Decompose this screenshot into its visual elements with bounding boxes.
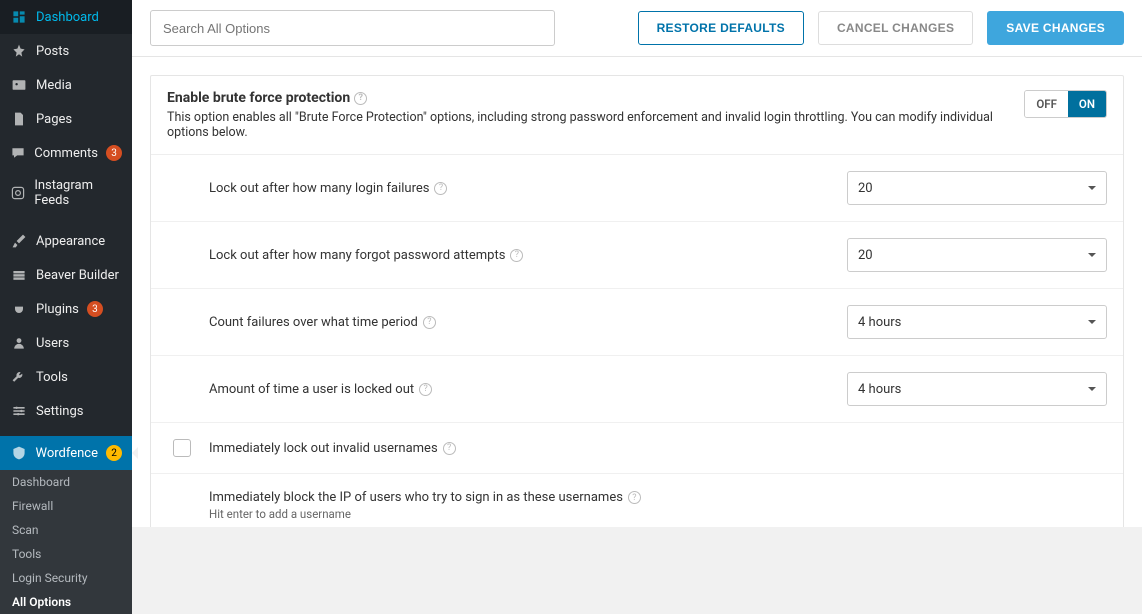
option-select[interactable]: 20: [847, 238, 1107, 272]
sidebar-item-label: Dashboard: [36, 10, 99, 25]
option-hint: Hit enter to add a username: [209, 507, 351, 521]
wordfence-submenu: DashboardFirewallScanToolsLogin Security…: [0, 470, 132, 614]
instagram-icon: [10, 184, 26, 202]
help-icon[interactable]: ?: [628, 491, 641, 504]
option-row: Immediately block the IP of users who tr…: [151, 474, 1123, 527]
sidebar-item-label: Comments: [34, 146, 98, 161]
submenu-all-options[interactable]: All Options: [0, 590, 132, 614]
option-label: Count failures over what time period ?: [209, 315, 769, 330]
option-checkbox[interactable]: [173, 439, 191, 457]
sidebar-item-beaver-builder[interactable]: Beaver Builder: [0, 258, 132, 292]
option-row: Count failures over what time period ? 4 …: [151, 289, 1123, 356]
chevron-down-icon: [1088, 186, 1096, 194]
option-label: Lock out after how many login failures ?: [209, 181, 769, 196]
select-value: 20: [858, 181, 873, 196]
comment-icon: [10, 144, 26, 162]
chevron-down-icon: [1088, 253, 1096, 261]
sidebar-item-users[interactable]: Users: [0, 326, 132, 360]
toggle-on[interactable]: ON: [1068, 91, 1106, 117]
chevron-down-icon: [1088, 320, 1096, 328]
save-changes-button[interactable]: SAVE CHANGES: [987, 11, 1124, 45]
option-select[interactable]: 4 hours: [847, 305, 1107, 339]
sidebar-item-plugins[interactable]: Plugins 3: [0, 292, 132, 326]
page-icon: [10, 110, 28, 128]
sidebar-item-label: Beaver Builder: [36, 268, 119, 283]
beaver-icon: [10, 266, 28, 284]
sidebar-item-label: Posts: [36, 44, 69, 59]
shield-icon: [10, 444, 27, 462]
user-icon: [10, 334, 28, 352]
sidebar-item-label: Appearance: [36, 234, 105, 249]
help-icon[interactable]: ?: [423, 316, 436, 329]
brush-icon: [10, 232, 28, 250]
sidebar-item-label: Instagram Feeds: [34, 178, 122, 208]
sidebar-item-dashboard[interactable]: Dashboard: [0, 0, 132, 34]
option-label: Lock out after how many forgot password …: [209, 248, 769, 263]
search-input[interactable]: [150, 10, 555, 46]
help-icon[interactable]: ?: [434, 182, 447, 195]
sidebar-item-media[interactable]: Media: [0, 68, 132, 102]
sidebar-item-label: Plugins: [36, 302, 79, 317]
dashboard-icon: [10, 8, 28, 26]
select-value: 4 hours: [858, 382, 901, 397]
option-select[interactable]: 20: [847, 171, 1107, 205]
sliders-icon: [10, 402, 28, 420]
brute-force-panel: Enable brute force protection? This opti…: [150, 75, 1124, 527]
option-row: Lock out after how many forgot password …: [151, 222, 1123, 289]
main-content: RESTORE DEFAULTS CANCEL CHANGES SAVE CHA…: [132, 0, 1142, 527]
sidebar-item-label: Tools: [36, 370, 68, 385]
sidebar-badge: 3: [87, 301, 103, 317]
restore-defaults-button[interactable]: RESTORE DEFAULTS: [638, 11, 804, 45]
select-value: 4 hours: [858, 315, 901, 330]
option-label: Immediately block the IP of users who tr…: [209, 490, 641, 505]
sidebar-badge: 2: [106, 445, 122, 461]
brute-force-toggle[interactable]: OFF ON: [1024, 90, 1107, 118]
option-row: Lock out after how many login failures ?…: [151, 155, 1123, 222]
wrench-icon: [10, 368, 28, 386]
pin-icon: [10, 42, 28, 60]
sidebar-item-wordfence[interactable]: Wordfence 2: [0, 436, 132, 470]
option-row: Immediately lock out invalid usernames ?: [151, 423, 1123, 474]
submenu-dashboard[interactable]: Dashboard: [0, 470, 132, 494]
option-row: Amount of time a user is locked out ? 4 h…: [151, 356, 1123, 423]
sidebar-item-instagram-feeds[interactable]: Instagram Feeds: [0, 170, 132, 216]
help-icon[interactable]: ?: [419, 383, 432, 396]
toggle-off[interactable]: OFF: [1025, 91, 1068, 117]
sidebar-badge: 3: [106, 145, 122, 161]
option-label: Immediately lock out invalid usernames ?: [209, 441, 769, 456]
submenu-firewall[interactable]: Firewall: [0, 494, 132, 518]
sidebar-item-label: Users: [36, 336, 69, 351]
option-label: Amount of time a user is locked out ?: [209, 382, 769, 397]
panel-title: Enable brute force protection?: [167, 90, 1008, 106]
help-icon[interactable]: ?: [354, 92, 367, 105]
sidebar-item-label: Pages: [36, 112, 72, 127]
sidebar-item-comments[interactable]: Comments 3: [0, 136, 132, 170]
sidebar-item-label: Settings: [36, 404, 83, 419]
sidebar-item-posts[interactable]: Posts: [0, 34, 132, 68]
option-select[interactable]: 4 hours: [847, 372, 1107, 406]
submenu-login-security[interactable]: Login Security: [0, 566, 132, 590]
sidebar-item-label: Media: [36, 78, 72, 93]
admin-sidebar: Dashboard Posts Media Pages Comments 3 Instagr…: [0, 0, 132, 527]
help-icon[interactable]: ?: [510, 249, 523, 262]
help-icon[interactable]: ?: [443, 442, 456, 455]
sidebar-item-appearance[interactable]: Appearance: [0, 224, 132, 258]
chevron-down-icon: [1088, 387, 1096, 395]
media-icon: [10, 76, 28, 94]
sidebar-item-label: Wordfence: [35, 446, 98, 461]
submenu-tools[interactable]: Tools: [0, 542, 132, 566]
select-value: 20: [858, 248, 873, 263]
search-wrapper: [150, 10, 555, 46]
plug-icon: [10, 300, 28, 318]
sidebar-item-tools[interactable]: Tools: [0, 360, 132, 394]
top-toolbar: RESTORE DEFAULTS CANCEL CHANGES SAVE CHA…: [132, 0, 1142, 57]
panel-description: This option enables all "Brute Force Pro…: [167, 110, 1008, 140]
submenu-scan[interactable]: Scan: [0, 518, 132, 542]
sidebar-item-settings[interactable]: Settings: [0, 394, 132, 428]
cancel-changes-button[interactable]: CANCEL CHANGES: [818, 11, 973, 45]
sidebar-item-pages[interactable]: Pages: [0, 102, 132, 136]
